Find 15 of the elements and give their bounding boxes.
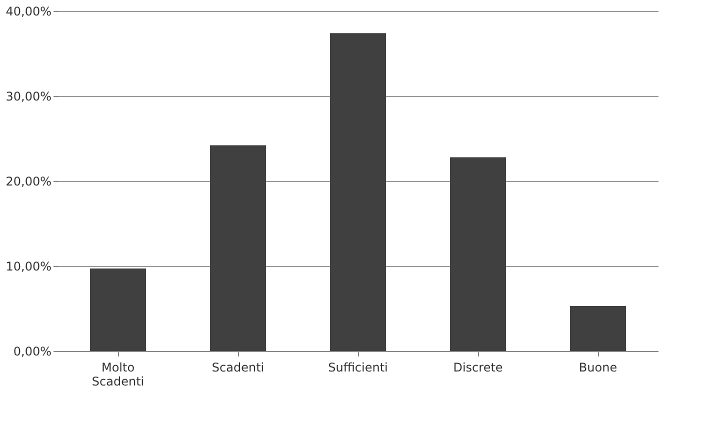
bar	[210, 145, 266, 351]
x-tick-label: Molto Scadenti	[92, 360, 144, 388]
y-tick-label: 10,00%	[6, 260, 52, 274]
y-tick-label: 40,00%	[6, 4, 52, 18]
bar	[570, 306, 626, 351]
y-tick-label: 30,00%	[6, 90, 52, 104]
y-tick-label: 20,00%	[6, 174, 52, 188]
y-tick-label: 0,00%	[13, 344, 52, 358]
bar	[450, 157, 506, 351]
x-tick-label: Sufficienti	[328, 360, 388, 374]
x-tick-label: Discrete	[453, 360, 503, 374]
bar	[90, 268, 146, 351]
x-tick-label: Scadenti	[212, 360, 264, 374]
x-tick-label: Buone	[578, 360, 618, 374]
bar	[330, 33, 386, 351]
